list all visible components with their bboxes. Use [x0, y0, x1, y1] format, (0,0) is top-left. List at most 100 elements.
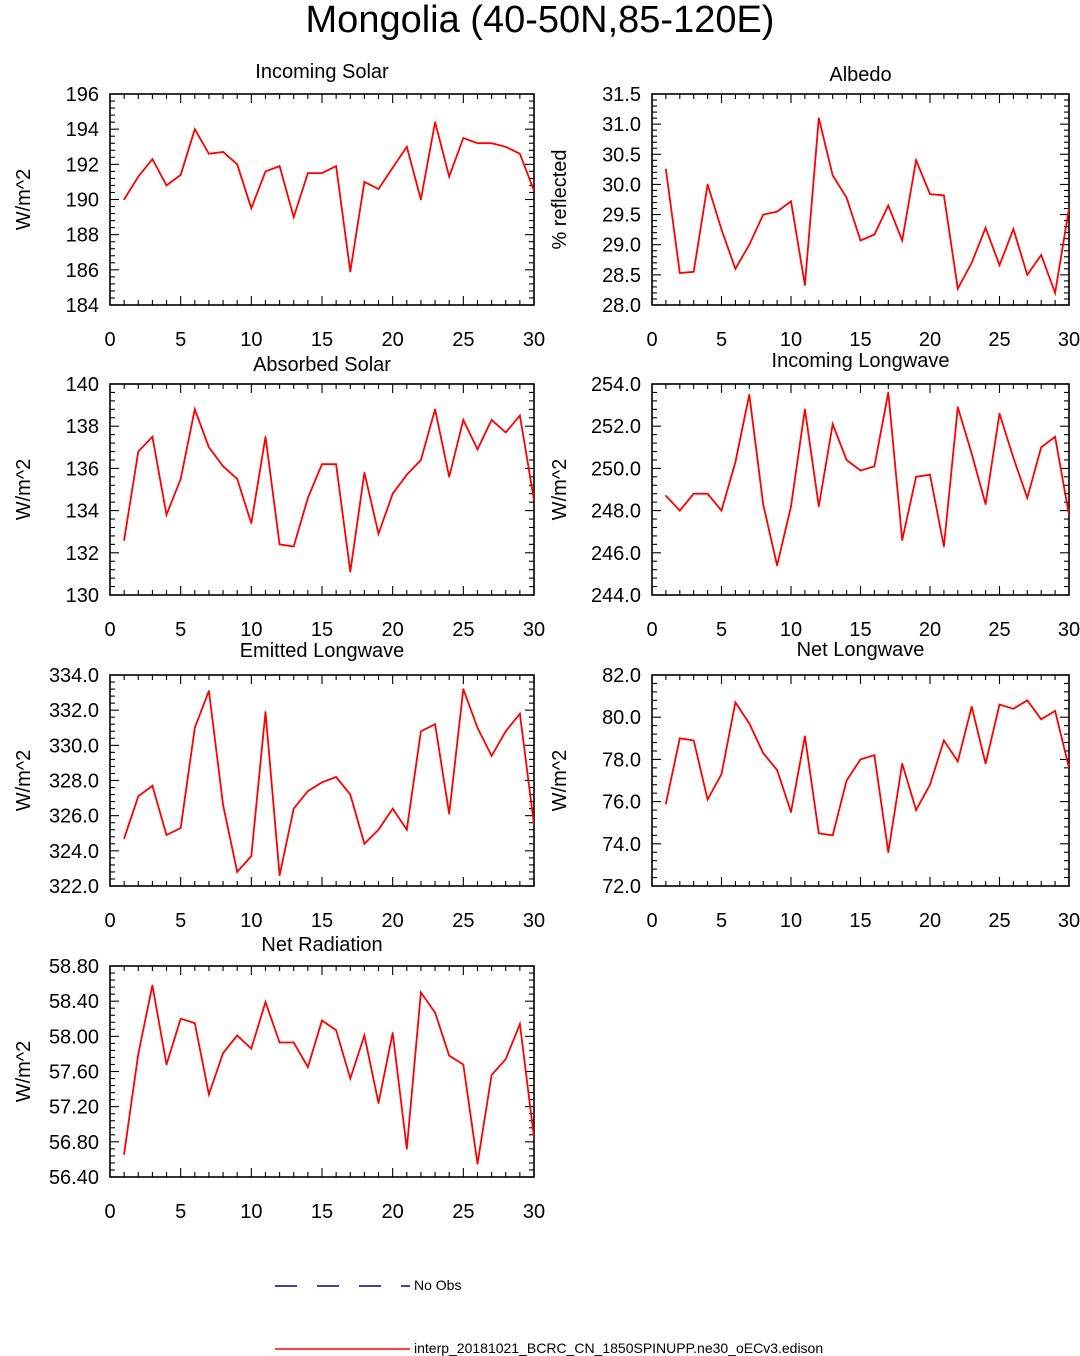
data-point: [929, 783, 931, 786]
data-point: [748, 722, 751, 725]
data-point: [222, 804, 224, 806]
y-tick-label: 326.0: [49, 806, 99, 828]
data-point: [1068, 207, 1069, 210]
data-point: [448, 813, 451, 815]
data-point: [665, 802, 667, 805]
y-tick-label: 57.60: [49, 1062, 99, 1084]
data-point: [236, 163, 238, 166]
data-point: [377, 1102, 380, 1104]
data-point: [998, 703, 1001, 706]
x-tick-label: 10: [240, 910, 262, 932]
data-point: [434, 121, 436, 123]
data-point: [462, 1063, 465, 1066]
data-point: [957, 287, 959, 290]
data-point: [665, 168, 667, 171]
x-tick-label: 25: [988, 619, 1010, 641]
x-tick-label: 20: [919, 619, 941, 641]
y-tick-label: 72.0: [602, 876, 641, 898]
data-point: [901, 762, 903, 765]
y-tick-label: 194: [66, 119, 99, 141]
data-point: [519, 712, 521, 715]
y-axis-label: W/m^2: [549, 750, 571, 812]
plot-frame: [651, 383, 1070, 596]
data-point: [818, 832, 820, 835]
data-point: [165, 1063, 168, 1066]
data-point: [194, 726, 196, 729]
data-point: [1012, 707, 1015, 710]
x-tick-label: 15: [311, 910, 333, 932]
y-tick-label: 30.5: [602, 144, 641, 166]
data-point: [720, 509, 723, 512]
data-point: [137, 1053, 140, 1055]
data-point: [901, 539, 903, 541]
data-point: [250, 207, 253, 210]
y-tick-label: 136: [66, 458, 99, 480]
data-point: [984, 762, 987, 765]
data-point: [349, 570, 352, 573]
data-point: [292, 545, 295, 548]
x-tick-label: 5: [175, 619, 186, 641]
y-tick-label: 322.0: [49, 876, 99, 898]
y-tick-label: 246.0: [591, 543, 641, 565]
data-point: [845, 779, 848, 782]
x-tick-label: 30: [1058, 910, 1080, 932]
data-point: [706, 183, 709, 186]
x-tick-label: 10: [240, 329, 262, 351]
data-point: [420, 459, 422, 461]
data-point: [292, 216, 295, 218]
data-point: [222, 465, 224, 468]
data-point: [179, 1017, 182, 1020]
plot-frame: [109, 383, 535, 596]
data-point: [137, 175, 140, 178]
x-tick-label: 25: [452, 619, 474, 641]
x-tick-label: 20: [382, 1201, 404, 1223]
data-point: [349, 1077, 352, 1080]
data-point: [1054, 292, 1056, 294]
data-point: [804, 408, 806, 411]
data-point: [476, 726, 479, 729]
data-point: [363, 471, 366, 474]
data-point: [165, 514, 168, 516]
x-tick-label: 0: [646, 619, 657, 641]
data-point: [504, 730, 507, 733]
data-point: [208, 690, 210, 692]
x-tick-label: 0: [104, 619, 115, 641]
data-point: [123, 198, 125, 201]
data-point: [307, 172, 309, 174]
y-tick-label: 324.0: [49, 841, 99, 863]
data-point: [859, 239, 862, 242]
data-point: [790, 200, 792, 203]
data-point: [943, 194, 945, 197]
data-point: [915, 476, 917, 478]
data-point: [970, 262, 973, 264]
data-point: [151, 784, 154, 787]
x-tick-label: 15: [849, 329, 871, 351]
data-point: [1012, 228, 1015, 230]
data-point: [137, 450, 140, 453]
series-line: [123, 121, 534, 272]
data-point: [335, 165, 337, 167]
data-point: [236, 1034, 238, 1037]
data-point: [519, 1023, 521, 1025]
y-tick-label: 334.0: [49, 665, 99, 687]
data-point: [250, 522, 253, 525]
data-point: [720, 228, 723, 231]
data-point: [264, 711, 267, 713]
data-point: [307, 497, 309, 499]
data-point: [776, 564, 778, 567]
panel-title: Net Longwave: [797, 639, 925, 661]
data-point: [179, 174, 182, 176]
y-axis-label: W/m^2: [13, 750, 35, 812]
data-point: [790, 811, 792, 813]
data-point: [1054, 710, 1056, 712]
data-point: [776, 769, 778, 771]
y-tick-label: 57.20: [49, 1097, 99, 1119]
data-point: [504, 431, 507, 434]
x-tick-label: 10: [240, 619, 262, 641]
data-point: [519, 414, 521, 417]
y-tick-label: 248.0: [591, 501, 641, 523]
panels: Incoming Solar W/m^2 0 5 10 15 20 25 30 184 186 188…: [13, 61, 1080, 1223]
data-point: [349, 793, 352, 796]
y-tick-label: 184: [66, 295, 99, 317]
